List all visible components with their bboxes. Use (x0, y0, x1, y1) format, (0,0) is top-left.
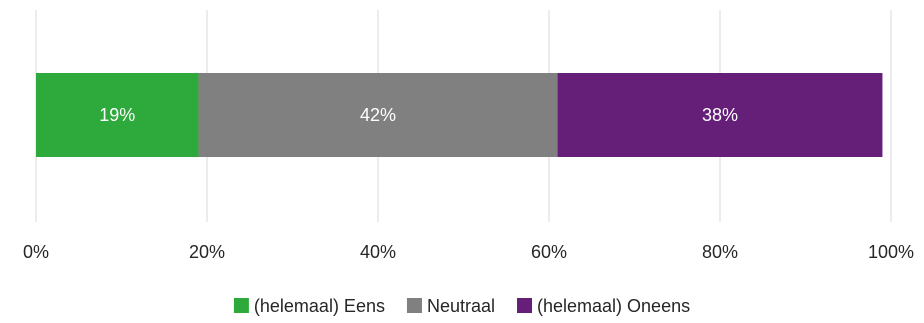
data-label-0: 19% (99, 105, 135, 125)
legend: (helemaal) Eens Neutraal (helemaal) Oneens (233, 296, 690, 316)
x-tick-label: 60% (531, 242, 567, 262)
x-axis-tick-labels: 0% 20% 40% 60% 80% 100% (23, 242, 914, 262)
bar-segments (36, 73, 883, 157)
data-label-2: 38% (702, 105, 738, 125)
bar-segment-1 (198, 73, 558, 157)
legend-label-2: (helemaal) Oneens (537, 296, 690, 316)
data-labels: 19% 42% 38% (99, 105, 738, 125)
legend-swatch-0 (233, 298, 249, 313)
x-tick-label: 0% (23, 242, 49, 262)
legend-swatch-1 (406, 298, 422, 313)
x-tick-label: 100% (868, 242, 914, 262)
legend-label-0: (helemaal) Eens (254, 296, 385, 316)
bar-segment-0 (36, 73, 199, 157)
data-label-1: 42% (360, 105, 396, 125)
legend-swatch-2 (517, 298, 533, 313)
legend-item-2: (helemaal) Oneens (517, 296, 690, 316)
x-tick-label: 40% (360, 242, 396, 262)
legend-item-0: (helemaal) Eens (233, 296, 385, 316)
legend-item-1: Neutraal (406, 296, 495, 316)
x-tick-label: 80% (702, 242, 738, 262)
bar-segment-2 (557, 73, 883, 157)
x-tick-label: 20% (189, 242, 225, 262)
legend-label-1: Neutraal (427, 296, 495, 316)
